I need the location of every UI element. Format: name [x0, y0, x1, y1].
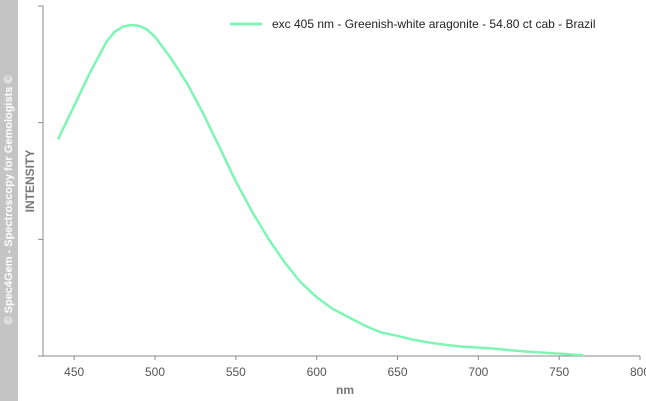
x-tick-label: 700: [468, 365, 488, 379]
watermark-sidebar: © Spec4Gem - Spectroscopy for Gemologist…: [0, 0, 18, 401]
x-axis-title: nm: [336, 383, 354, 397]
x-tick-label: 450: [64, 365, 84, 379]
x-tick-label: 550: [226, 365, 246, 379]
x-tick-label: 750: [549, 365, 569, 379]
x-tick-label: 800: [630, 365, 646, 379]
y-axis-ticks: [38, 5, 43, 357]
x-tick-label: 650: [387, 365, 407, 379]
x-tick-label: 500: [145, 365, 165, 379]
legend: exc 405 nm - Greenish-white aragonite - …: [230, 17, 595, 31]
chart-axes: [42, 6, 640, 357]
y-axis-title: INTENSITY: [23, 150, 37, 213]
x-axis-ticks: 450 500 550 600 650 700 750 800: [64, 356, 646, 379]
series-line: [56, 23, 584, 357]
x-tick-label: 600: [307, 365, 327, 379]
series-layer: [56, 23, 584, 357]
legend-label: exc 405 nm - Greenish-white aragonite - …: [272, 17, 595, 31]
